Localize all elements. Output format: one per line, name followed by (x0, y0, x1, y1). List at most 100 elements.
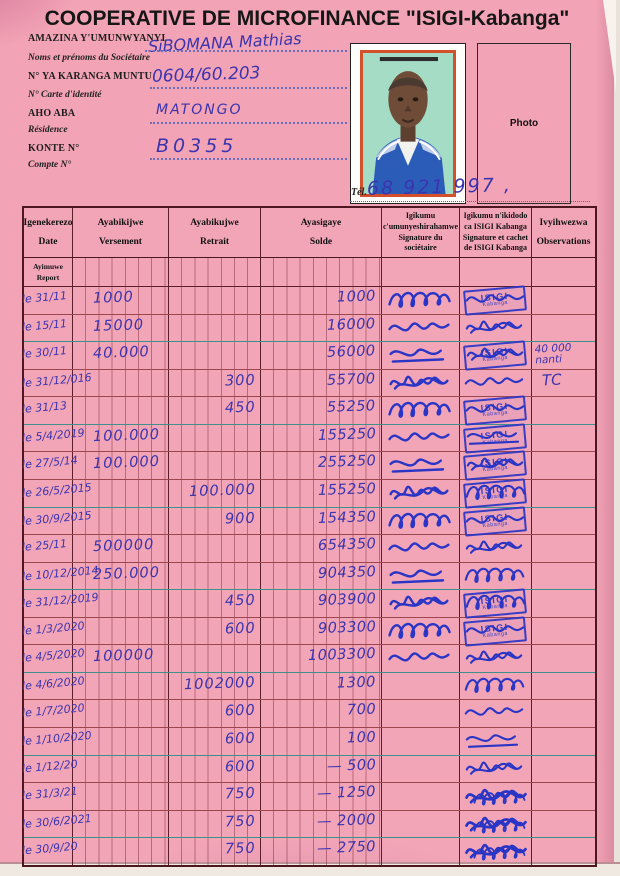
row-observations-cell (532, 811, 595, 838)
report-obs-cell (532, 258, 595, 286)
coop-signature-overlap (468, 789, 530, 814)
signature-scribble (473, 819, 526, 834)
ledger-row: le 30/9/20 750 — 2750 (22, 838, 595, 865)
row-signature-coop-cell (460, 535, 532, 562)
page-title: COOPERATIVE DE MICROFINANCE "ISIGI-Kaban… (44, 7, 570, 30)
row-date-cell: le 30/9/2015 (22, 507, 92, 535)
member-residence-value: MATONGO (156, 102, 243, 118)
row-signature-member-cell (382, 672, 460, 700)
row-solde: — 1250 (316, 784, 377, 803)
row-solde: 16000 (327, 315, 377, 334)
ledger-row: le 15/11 15000 16000 (22, 314, 595, 343)
row-retrait: 600 (225, 758, 257, 776)
row-solde: 155250 (317, 425, 377, 444)
row-solde-cell: 55700 (261, 369, 382, 397)
row-versement-cell (73, 617, 169, 645)
row-signature-coop-cell (460, 314, 532, 342)
row-signature-member-cell (382, 755, 460, 783)
row-signature-member-cell (382, 645, 460, 672)
signature-scribble (388, 432, 450, 442)
row-solde: 255250 (317, 453, 377, 472)
row-retrait: 750 (225, 840, 257, 858)
row-retrait-cell (169, 535, 261, 562)
ledger-row: le 31/12/016 300 55700 TC (22, 369, 595, 400)
member-signature (384, 398, 454, 427)
row-versement: 100000 (92, 647, 155, 666)
row-signature-coop-cell (460, 810, 532, 838)
row-solde: 654350 (317, 536, 377, 555)
portrait-illustration (363, 53, 453, 194)
row-retrait-cell (169, 342, 261, 369)
row-versement: 250.000 (92, 564, 161, 583)
row-retrait-cell: 300 (169, 369, 261, 397)
row-solde: 700 (346, 701, 377, 719)
row-observations-cell (532, 673, 595, 700)
signature-scribble (465, 594, 526, 611)
row-signature-member-cell (382, 562, 460, 590)
row-signature-coop-cell (460, 645, 532, 672)
signature-scribble (466, 431, 520, 445)
row-solde: 904350 (317, 563, 377, 582)
row-solde: 155250 (317, 480, 377, 499)
row-signature-member-cell (382, 397, 460, 424)
row-signature-coop-cell (460, 700, 532, 727)
row-signature-coop-cell: ISIGI Kabanga (460, 616, 532, 647)
signature-scribble (465, 540, 523, 554)
row-versement-cell (73, 755, 169, 783)
row-observations-cell (532, 425, 595, 452)
row-solde: — 2750 (316, 839, 377, 858)
row-retrait: 450 (225, 399, 257, 417)
signature-scribble (465, 404, 525, 413)
report-retrait-cell (169, 258, 261, 286)
coop-signature (462, 757, 526, 785)
member-signature (384, 288, 454, 317)
signature-scribble (465, 624, 525, 634)
coop-signature (462, 591, 528, 619)
row-solde-cell: 56000 (261, 342, 382, 369)
ledger-row: le 4/5/2020 100000 1003300 (22, 645, 595, 673)
row-date-cell: le 10/12/2014 (22, 562, 99, 590)
row-date: le 31/3/21 (21, 784, 79, 803)
signature-scribble (465, 294, 525, 303)
row-solde-cell: 255250 (261, 452, 382, 479)
row-solde: 1003300 (307, 646, 377, 665)
row-signature-coop-cell: ISIGI Kabanga (460, 588, 532, 619)
row-observations-cell (532, 618, 595, 645)
row-date: le 1/12/20 (21, 757, 79, 775)
row-date-cell: le 1/10/2020 (22, 728, 92, 755)
row-observations-cell (532, 756, 595, 783)
member-id-value: 0604/60.203 (151, 63, 261, 87)
signature-scribble (473, 792, 526, 806)
row-solde: 1000 (336, 288, 377, 306)
signature-scribble (464, 376, 524, 386)
row-signature-member-cell (382, 314, 460, 342)
col-header-signature-member: Igikumu c'umunyeshirahamwe Signature du … (382, 208, 460, 257)
row-signature-coop-cell (460, 838, 532, 865)
member-signature (384, 371, 454, 400)
row-retrait-cell: 600 (169, 728, 261, 755)
row-observations-cell (532, 315, 595, 342)
row-retrait-cell: 100.000 (169, 479, 261, 507)
row-signature-coop-cell: ISIGI Kabanga (460, 395, 532, 426)
row-signature-member-cell (382, 424, 460, 452)
tel-value: 68 921 997 , (366, 174, 513, 200)
field-label-name-rn: AMAZINA Y'UMUNWYANYI (28, 33, 166, 44)
row-retrait-cell: 750 (169, 838, 261, 865)
row-versement-cell: 100000 (73, 645, 169, 672)
row-signature-coop-cell: ISIGI Kabanga (460, 423, 532, 454)
member-signature (384, 619, 454, 648)
row-retrait: 750 (225, 813, 257, 831)
row-retrait: 600 (225, 620, 257, 638)
row-versement-cell (73, 810, 169, 838)
report-label-cell: Ayimuwe Report (24, 258, 73, 286)
member-account-value: B0355 (156, 135, 238, 157)
row-solde: 903900 (317, 591, 377, 610)
row-retrait-cell (169, 452, 261, 479)
row-versement-cell (73, 783, 169, 810)
row-solde-cell: 16000 (261, 314, 382, 342)
row-solde: 154350 (317, 508, 377, 527)
col-header-signature-coop: Igikumu n'ikidodo ca ISIGI Kabanga Signa… (460, 208, 532, 257)
name-underline (145, 50, 347, 52)
row-observations-cell (532, 700, 595, 727)
row-solde-cell: — 1250 (261, 783, 382, 810)
